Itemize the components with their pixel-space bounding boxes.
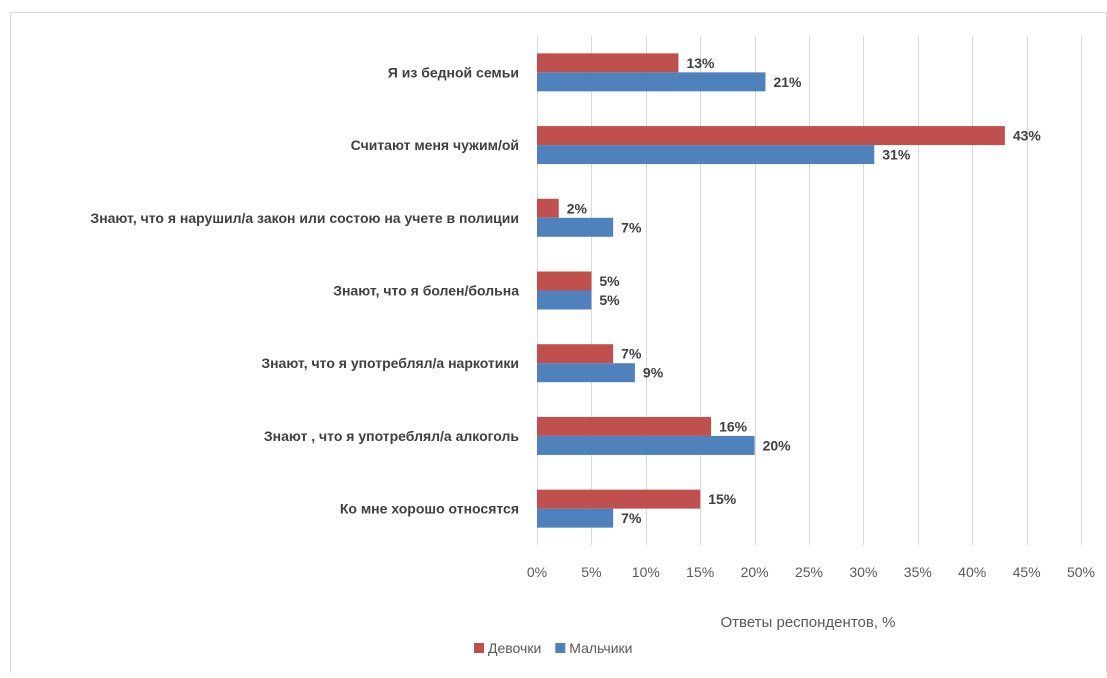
data-label-boys-3: 5% bbox=[599, 292, 620, 308]
bar-girls-1 bbox=[537, 126, 1005, 146]
x-tick-label-50: 50% bbox=[1067, 564, 1095, 580]
category-label-1: Считают меня чужим/ой bbox=[351, 137, 519, 153]
chart-frame bbox=[10, 12, 1107, 678]
bar-boys-4 bbox=[537, 363, 635, 383]
bar-girls-6 bbox=[537, 489, 701, 509]
category-label-5: Знают , что я употреблял/а алкоголь bbox=[264, 428, 520, 444]
gridlines bbox=[537, 36, 1082, 545]
x-tick-label-10: 10% bbox=[632, 564, 660, 580]
bar-boys-6 bbox=[537, 508, 614, 528]
category-label-0: Я из бедной семьи bbox=[388, 64, 519, 80]
x-tick-label-25: 25% bbox=[795, 564, 823, 580]
data-label-boys-0: 21% bbox=[773, 74, 802, 90]
x-axis-title: Ответы респондентов, % bbox=[721, 614, 896, 631]
data-label-boys-5: 20% bbox=[763, 437, 792, 453]
bar-girls-4 bbox=[537, 344, 614, 364]
legend-label-boys: Мальчики bbox=[569, 640, 632, 656]
data-label-girls-5: 16% bbox=[719, 418, 748, 434]
bar-boys-3 bbox=[537, 290, 592, 310]
x-tick-label-0: 0% bbox=[527, 564, 547, 580]
data-label-boys-4: 9% bbox=[643, 365, 664, 381]
bar-girls-3 bbox=[537, 271, 592, 291]
data-label-girls-3: 5% bbox=[599, 273, 620, 289]
x-tick-label-5: 5% bbox=[581, 564, 601, 580]
labels-group: Я из бедной семьи 13% 21% Считают меня чужи… bbox=[90, 55, 1041, 526]
bars-group bbox=[537, 53, 1005, 528]
bar-girls-0 bbox=[537, 53, 679, 73]
legend-label-girls: Девочки bbox=[488, 640, 541, 656]
category-label-2: Знают, что я нарушил/а закон или состою … bbox=[90, 210, 519, 226]
x-tick-label-20: 20% bbox=[741, 564, 769, 580]
x-tick-label-15: 15% bbox=[686, 564, 714, 580]
bar-boys-5 bbox=[537, 435, 755, 455]
data-label-boys-6: 7% bbox=[621, 510, 642, 526]
bar-boys-2 bbox=[537, 217, 614, 237]
category-label-3: Знают, что я болен/больна bbox=[333, 283, 519, 299]
data-label-boys-2: 7% bbox=[621, 219, 642, 235]
data-label-girls-4: 7% bbox=[621, 346, 642, 362]
x-tick-label-40: 40% bbox=[958, 564, 986, 580]
bar-girls-5 bbox=[537, 416, 712, 436]
bar-boys-0 bbox=[537, 72, 766, 92]
data-label-boys-1: 31% bbox=[882, 147, 911, 163]
bar-boys-1 bbox=[537, 145, 875, 165]
legend-swatch-girls bbox=[474, 643, 484, 653]
category-label-4: Знают, что я употреблял/а наркотики bbox=[261, 355, 519, 371]
data-label-girls-1: 43% bbox=[1013, 128, 1042, 144]
data-label-girls-0: 13% bbox=[686, 55, 715, 71]
data-label-girls-6: 15% bbox=[708, 491, 737, 507]
x-tick-label-30: 30% bbox=[849, 564, 877, 580]
x-ticks-group: 0% 5% 10% 15% 20% 25% 30% 35% 40% 45% 50% bbox=[527, 564, 1095, 580]
category-label-6: Ко мне хорошо относятся bbox=[340, 501, 519, 517]
data-label-girls-2: 2% bbox=[567, 200, 588, 216]
x-tick-label-35: 35% bbox=[904, 564, 932, 580]
legend: Девочки Мальчики bbox=[474, 640, 632, 656]
x-tick-label-45: 45% bbox=[1013, 564, 1041, 580]
legend-swatch-boys bbox=[555, 643, 566, 653]
bar-girls-2 bbox=[537, 198, 559, 218]
